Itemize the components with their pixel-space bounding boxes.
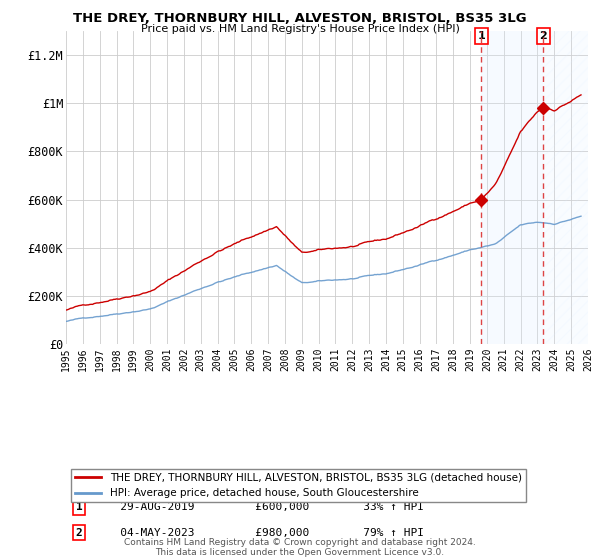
Text: 2: 2 [539,31,547,41]
Text: Contains HM Land Registry data © Crown copyright and database right 2024.
This d: Contains HM Land Registry data © Crown c… [124,538,476,557]
Text: 2: 2 [76,528,82,538]
Text: 1: 1 [76,502,82,512]
Text: THE DREY, THORNBURY HILL, ALVESTON, BRISTOL, BS35 3LG: THE DREY, THORNBURY HILL, ALVESTON, BRIS… [73,12,527,25]
Text: 1: 1 [478,31,485,41]
Legend: THE DREY, THORNBURY HILL, ALVESTON, BRISTOL, BS35 3LG (detached house), HPI: Ave: THE DREY, THORNBURY HILL, ALVESTON, BRIS… [71,469,526,502]
Text: Price paid vs. HM Land Registry's House Price Index (HPI): Price paid vs. HM Land Registry's House … [140,24,460,34]
Bar [481,31,543,344]
Text: 29-AUG-2019         £600,000        33% ↑ HPI: 29-AUG-2019 £600,000 33% ↑ HPI [100,502,424,512]
Bar [543,31,588,344]
Text: 04-MAY-2023         £980,000        79% ↑ HPI: 04-MAY-2023 £980,000 79% ↑ HPI [100,528,424,538]
